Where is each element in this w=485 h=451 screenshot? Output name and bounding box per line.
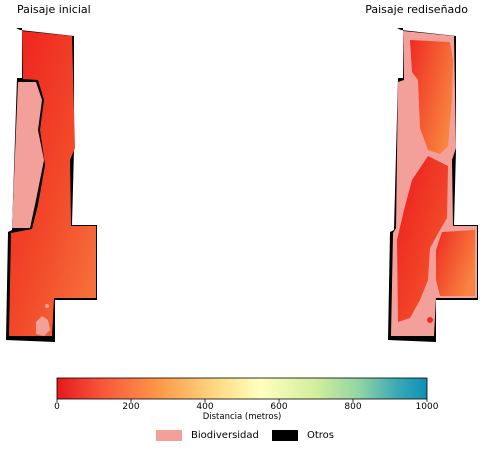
legend-swatch-biodiversity — [156, 430, 182, 441]
colorbar-tick-label: 1000 — [415, 402, 439, 412]
panel-title-redesigned: Paisaje rediseñado — [365, 3, 468, 16]
colorbar-ticks — [56, 399, 428, 402]
map-initial — [6, 28, 97, 342]
colorbar-tick-label: 400 — [196, 402, 214, 412]
field-block-redesigned-1 — [410, 40, 453, 154]
legend-swatch-other — [272, 430, 298, 441]
field-dot-redesigned — [427, 317, 433, 323]
map-redesigned — [388, 28, 478, 342]
legend-item-biodiversity: Biodiversidad — [156, 430, 259, 441]
colorbar-gradient — [56, 377, 428, 400]
legend: Biodiversidad Otros — [0, 430, 485, 446]
legend-item-other: Otros — [272, 430, 334, 441]
field-block-redesigned-2 — [397, 156, 448, 322]
field-area-initial — [9, 31, 96, 336]
colorbar-tick-label: 600 — [270, 402, 288, 412]
colorbar-tick-label: 200 — [122, 402, 140, 412]
biodiversity-patch-initial — [36, 316, 50, 336]
panel-title-initial: Paisaje inicial — [17, 3, 91, 16]
field-block-redesigned-3 — [436, 230, 475, 296]
colorbar-tick-label: 800 — [344, 402, 362, 412]
biodiversity-area-initial — [12, 82, 44, 228]
biodiversity-dot-initial — [45, 304, 49, 308]
colorbar-axis-label: Distancia (metros) — [202, 412, 282, 422]
colorbar — [56, 377, 428, 402]
legend-label-biodiversity: Biodiversidad — [191, 430, 259, 441]
legend-label-other: Otros — [307, 430, 335, 441]
colorbar-tick-label: 0 — [54, 402, 60, 412]
